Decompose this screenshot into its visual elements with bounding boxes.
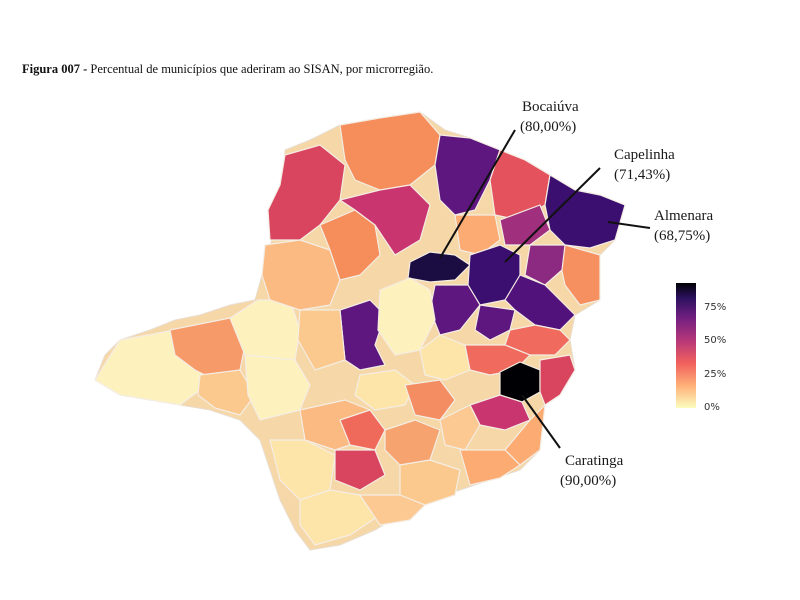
callout-name-caratinga: Caratinga bbox=[565, 453, 624, 469]
region-center-2 bbox=[297, 309, 346, 371]
legend-colorbar bbox=[676, 283, 696, 408]
region-s-11 bbox=[299, 489, 381, 546]
legend-tick-75: 75% bbox=[704, 302, 726, 313]
callout-name-almenara: Almenara bbox=[654, 208, 713, 224]
figure-label: Figura 007 - bbox=[22, 62, 88, 76]
region-s-5 bbox=[439, 404, 481, 451]
legend-tick-50: 50% bbox=[704, 335, 726, 346]
callout-line-bocaiuva bbox=[439, 129, 516, 259]
region-se-1 bbox=[539, 354, 576, 406]
callout-name-bocaiuva: Bocaiúva bbox=[522, 99, 579, 115]
legend-tick-25: 25% bbox=[704, 369, 726, 380]
region-nw-5 bbox=[339, 184, 431, 256]
region-almenara bbox=[544, 174, 626, 249]
region-s-4 bbox=[404, 379, 456, 421]
callout-line-almenara bbox=[607, 221, 651, 229]
callout-value-almenara: (68,75%) bbox=[654, 228, 710, 244]
region-cw-purple bbox=[339, 299, 386, 371]
callout-value-capelinha: (71,43%) bbox=[614, 167, 670, 183]
region-ne-3 bbox=[524, 244, 566, 286]
region-n-3 bbox=[454, 214, 501, 256]
region-s-12 bbox=[359, 494, 426, 526]
region-n-1 bbox=[434, 134, 501, 216]
region-s-7 bbox=[334, 449, 386, 491]
callout-value-bocaiuva: (80,00%) bbox=[520, 119, 576, 135]
callout-value-caratinga: (90,00%) bbox=[560, 473, 616, 489]
region-n-4 bbox=[499, 204, 551, 246]
callout-name-capelinha: Capelinha bbox=[614, 147, 675, 163]
region-nw-3 bbox=[261, 239, 341, 311]
region-s-10 bbox=[459, 449, 521, 486]
region-nw-1 bbox=[267, 144, 346, 241]
region-se-3 bbox=[504, 404, 546, 466]
callout-line-capelinha bbox=[504, 167, 601, 263]
callout-line-caratinga bbox=[521, 394, 561, 449]
region-west-3 bbox=[197, 369, 256, 416]
region-center-1 bbox=[377, 277, 436, 356]
figure-title: Percentual de municípios que aderiram ao… bbox=[87, 62, 434, 76]
legend-tick-0: 0% bbox=[704, 402, 720, 413]
figure-caption: Figura 007 - Percentual de municípios qu… bbox=[22, 62, 433, 77]
region-s-3 bbox=[354, 369, 416, 411]
region-s-2 bbox=[339, 409, 386, 451]
region-east-3 bbox=[474, 304, 516, 341]
region-nw-2 bbox=[339, 111, 441, 191]
